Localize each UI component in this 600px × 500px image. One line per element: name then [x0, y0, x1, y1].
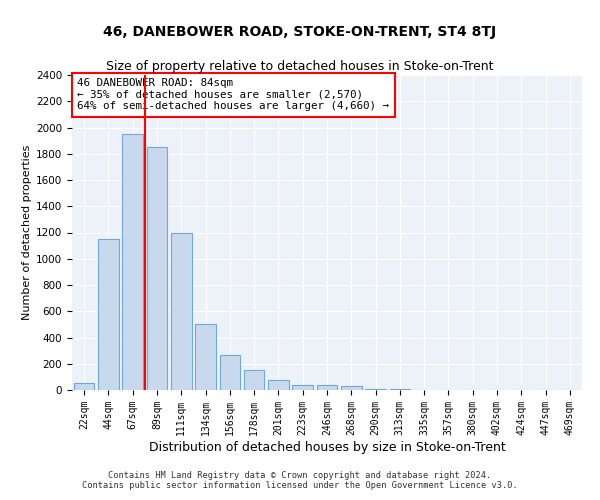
Bar — [292, 385, 313, 390]
Text: 46 DANEBOWER ROAD: 84sqm
← 35% of detached houses are smaller (2,570)
64% of sem: 46 DANEBOWER ROAD: 84sqm ← 35% of detach… — [77, 78, 389, 112]
Text: Size of property relative to detached houses in Stoke-on-Trent: Size of property relative to detached ho… — [106, 60, 494, 73]
Bar — [146, 147, 167, 390]
Bar — [171, 232, 191, 390]
Bar — [365, 388, 386, 390]
Bar — [268, 380, 289, 390]
X-axis label: Distribution of detached houses by size in Stoke-on-Trent: Distribution of detached houses by size … — [149, 440, 505, 454]
Bar — [389, 388, 410, 390]
Text: Contains HM Land Registry data © Crown copyright and database right 2024.
Contai: Contains HM Land Registry data © Crown c… — [82, 470, 518, 490]
Bar — [341, 386, 362, 390]
Bar — [74, 384, 94, 390]
Bar — [220, 354, 240, 390]
Bar — [122, 134, 143, 390]
Bar — [195, 324, 216, 390]
Y-axis label: Number of detached properties: Number of detached properties — [22, 145, 32, 320]
Text: 46, DANEBOWER ROAD, STOKE-ON-TRENT, ST4 8TJ: 46, DANEBOWER ROAD, STOKE-ON-TRENT, ST4 … — [103, 25, 497, 39]
Bar — [244, 370, 265, 390]
Bar — [98, 239, 119, 390]
Bar — [317, 385, 337, 390]
